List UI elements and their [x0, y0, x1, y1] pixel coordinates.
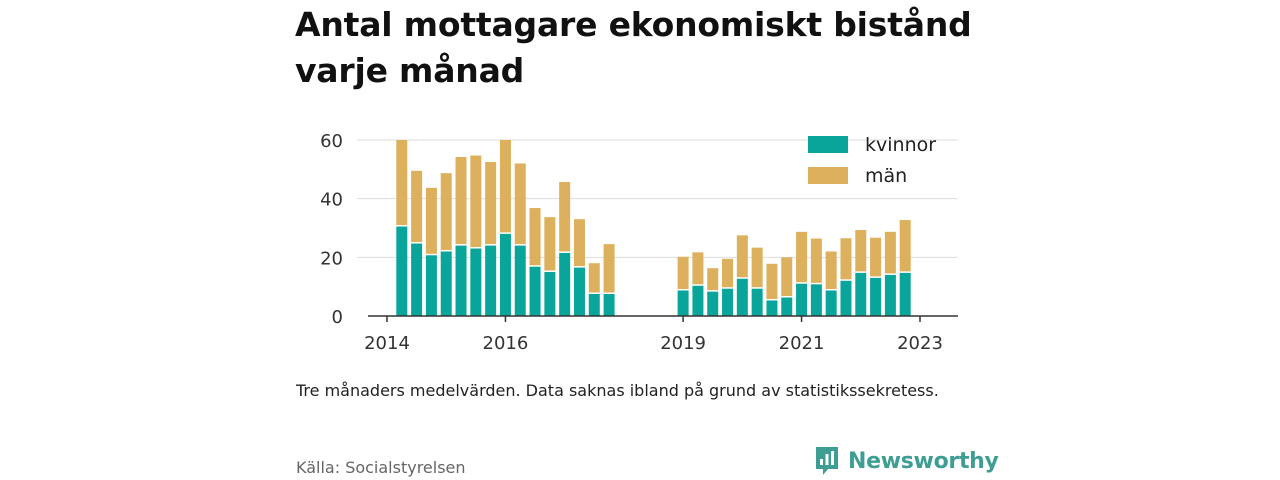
chart-title: Antal mottagare ekonomiskt bistånd varje… — [295, 5, 972, 90]
bar-man — [870, 237, 882, 277]
bar-man — [796, 231, 808, 283]
bar-man — [529, 208, 541, 266]
bar-kvinnor — [855, 272, 867, 316]
legend-swatch — [808, 136, 848, 153]
bar-man — [840, 238, 852, 280]
legend-label: män — [865, 165, 907, 187]
bar-kvinnor — [825, 290, 837, 316]
bar-kvinnor — [884, 274, 896, 316]
newsworthy-logo-icon — [816, 447, 838, 475]
bar-man — [455, 157, 467, 245]
bar-kvinnor — [440, 251, 452, 316]
bar-man — [514, 163, 526, 245]
bar-man — [707, 268, 719, 291]
bar-man — [722, 258, 734, 288]
bar-kvinnor — [736, 278, 748, 316]
bar-man — [692, 252, 704, 285]
bar-man — [781, 257, 793, 297]
bar-kvinnor — [573, 267, 585, 316]
bar-kvinnor — [425, 255, 437, 316]
x-tick-label: 2016 — [483, 333, 529, 354]
legend-swatch — [808, 167, 848, 184]
bar-kvinnor — [603, 294, 615, 316]
bar-kvinnor — [722, 288, 734, 316]
bar-kvinnor — [840, 280, 852, 316]
bar-kvinnor — [411, 243, 423, 316]
bar-kvinnor — [751, 288, 763, 316]
bar-man — [825, 251, 837, 289]
bar-kvinnor — [455, 245, 467, 316]
y-tick-label: 40 — [320, 190, 343, 211]
bar-man — [751, 247, 763, 288]
legend-label: kvinnor — [865, 134, 936, 156]
bar-man — [573, 219, 585, 267]
x-tick-label: 2021 — [779, 333, 825, 354]
bar-man — [425, 187, 437, 254]
bar-kvinnor — [677, 290, 689, 316]
bar-man — [544, 217, 556, 271]
x-tick-label: 2014 — [364, 333, 410, 354]
bar-man — [499, 140, 511, 233]
bar-man — [588, 263, 600, 293]
bar-kvinnor — [810, 284, 822, 316]
y-tick-label: 0 — [332, 307, 343, 328]
source-text: Källa: Socialstyrelsen — [296, 458, 466, 477]
y-tick-label: 60 — [320, 131, 343, 152]
bar-man — [440, 173, 452, 250]
bar-kvinnor — [396, 226, 408, 316]
bar-kvinnor — [707, 291, 719, 316]
bar-kvinnor — [529, 266, 541, 316]
x-tick-label: 2019 — [660, 333, 706, 354]
bar-kvinnor — [499, 233, 511, 316]
bar-man — [855, 230, 867, 272]
bar-man — [411, 170, 423, 243]
bar-man — [766, 263, 778, 299]
bar-man — [470, 155, 482, 248]
bar-man — [810, 238, 822, 283]
bar-kvinnor — [870, 277, 882, 316]
bar-man — [559, 181, 571, 252]
bar-kvinnor — [588, 294, 600, 316]
bar-man — [884, 231, 896, 274]
bar-kvinnor — [692, 285, 704, 316]
bar-man — [485, 162, 497, 245]
bar-man — [736, 235, 748, 278]
x-tick-label: 2023 — [897, 333, 943, 354]
bar-kvinnor — [514, 245, 526, 316]
bar-kvinnor — [766, 300, 778, 316]
brand-name: Newsworthy — [848, 448, 999, 474]
bar-kvinnor — [470, 248, 482, 316]
bar-kvinnor — [485, 245, 497, 316]
bar-man — [603, 244, 615, 293]
bar-man — [396, 140, 408, 226]
chart-note: Tre månaders medelvärden. Data saknas ib… — [296, 381, 939, 400]
bar-kvinnor — [781, 297, 793, 316]
bar-man — [899, 220, 911, 272]
bar-kvinnor — [899, 272, 911, 316]
bar-man — [677, 256, 689, 289]
bar-kvinnor — [559, 252, 571, 316]
bar-kvinnor — [796, 283, 808, 316]
y-tick-label: 20 — [320, 248, 343, 269]
brand-logo[interactable]: Newsworthy — [814, 445, 999, 477]
bar-kvinnor — [544, 272, 556, 316]
